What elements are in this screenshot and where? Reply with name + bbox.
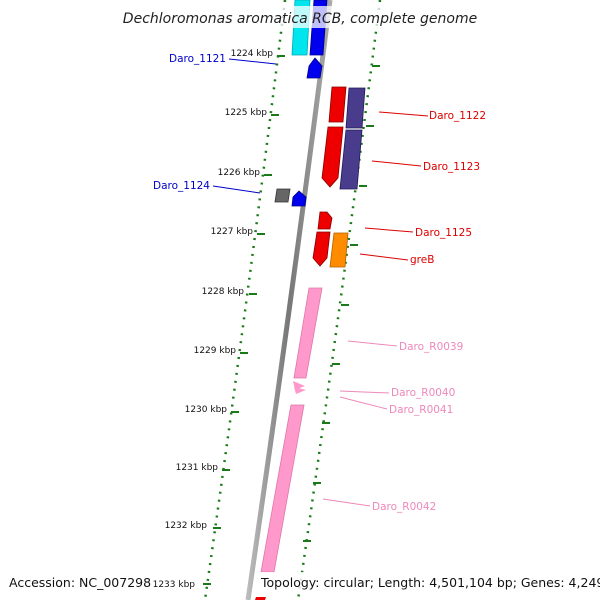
leader-lines <box>212 58 429 507</box>
gene-label-daro-1123: Daro_1123 <box>423 161 480 173</box>
gene-labels: Daro_1121 Daro_1122 Daro_1123 Daro_1124 … <box>153 53 486 513</box>
page-title: Dechloromonas aromatica RCB, complete ge… <box>123 11 477 27</box>
gene-label-greb: greB <box>410 254 434 266</box>
tick-label: 1230 kbp <box>185 405 228 415</box>
gene-feature-gray <box>274 188 291 203</box>
gene-feature-daro-r0042 <box>260 404 305 573</box>
gene-label-daro-r0040: Daro_R0040 <box>391 387 455 399</box>
gene-feature-daro-r0041 <box>294 387 306 394</box>
gene-feature-daro-r0039 <box>293 287 323 379</box>
gene-label-daro-1124: Daro_1124 <box>153 180 210 192</box>
gene-feature-daro1123-red <box>321 126 344 188</box>
gene-label-daro-1122: Daro_1122 <box>429 110 486 122</box>
tick-label: 1227 kbp <box>211 227 254 237</box>
tick-label: 1224 kbp <box>231 49 274 59</box>
gene-feature-daro1122-red <box>328 86 347 123</box>
gene-feature-greb <box>329 232 349 268</box>
gene-label-daro-r0041: Daro_R0041 <box>389 404 453 416</box>
outer-ticks <box>303 65 380 542</box>
footer-backdrop-left <box>4 572 152 592</box>
gene-label-daro-r0042: Daro_R0042 <box>372 501 436 513</box>
topology-label: Topology: circular; Length: 4,501,104 bp… <box>260 575 600 590</box>
tick-label: 1232 kbp <box>165 521 208 531</box>
tick-label: 1228 kbp <box>202 287 245 297</box>
gene-feature-daro1125 <box>317 211 333 230</box>
gene-label-daro-r0039: Daro_R0039 <box>399 341 463 353</box>
gene-feature-red-mid <box>312 231 331 267</box>
genome-backbone <box>245 0 333 600</box>
tick-label: 1226 kbp <box>218 168 261 178</box>
title-backdrop <box>125 6 475 28</box>
tick-label: 1233 kbp <box>153 580 196 590</box>
gene-feature-red-bottom <box>255 597 266 600</box>
gene-label-daro-1121: Daro_1121 <box>169 53 226 65</box>
tick-labels: 1224 kbp 1225 kbp 1226 kbp 1227 kbp 1228… <box>153 49 274 590</box>
gene-feature-daro1124-blue <box>291 190 307 207</box>
gene-feature-daro1122-purple <box>345 87 366 129</box>
gene-features <box>255 0 366 600</box>
gene-feature-daro1123-purple <box>339 129 363 190</box>
inner-dotted-track <box>203 0 287 600</box>
tick-label: 1225 kbp <box>225 108 268 118</box>
tick-label: 1229 kbp <box>194 346 237 356</box>
gene-label-daro-1125: Daro_1125 <box>415 227 472 239</box>
footer-backdrop-right <box>256 572 596 592</box>
outer-dotted-track <box>296 0 382 600</box>
accession-label: Accession: NC_007298 <box>9 575 151 590</box>
gene-feature-blue-small <box>306 57 323 79</box>
inner-ticks <box>203 55 285 585</box>
tick-label: 1231 kbp <box>176 463 219 473</box>
